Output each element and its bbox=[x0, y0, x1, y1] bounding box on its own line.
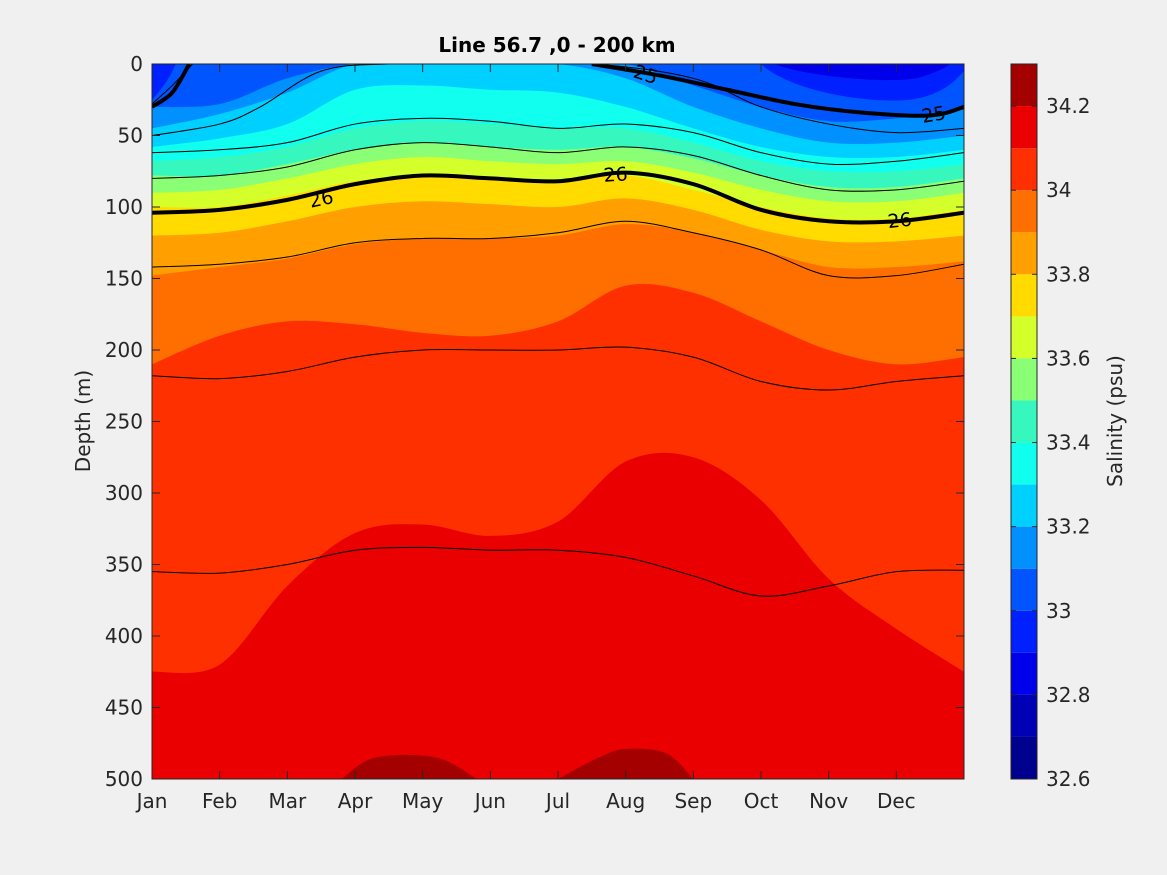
x-tick-label: Jan bbox=[135, 789, 168, 813]
colorbar: 32.6 32.8 33 33.2 33.4 33.6 33.8 34 34.2 bbox=[1010, 63, 1091, 791]
y-tick-label: 500 bbox=[105, 767, 143, 791]
y-tick-label: 250 bbox=[105, 410, 143, 434]
colorbar-level bbox=[1011, 148, 1037, 191]
density-contour-line bbox=[152, 64, 964, 136]
colorbar-level bbox=[1011, 526, 1037, 569]
x-tick-label: Sep bbox=[674, 789, 712, 813]
salinity-band bbox=[152, 64, 964, 122]
x-tick-label: Feb bbox=[202, 789, 237, 813]
x-axis: Jan Feb Mar Apr May Jun Jul Aug Sep Oct Nov Dec bbox=[135, 64, 916, 813]
salinity-band-fresh bbox=[152, 64, 176, 100]
density-contour-line bbox=[152, 117, 964, 166]
y-tick-label: 400 bbox=[105, 624, 143, 648]
colorbar-tick-label: 34.2 bbox=[1046, 94, 1091, 118]
density-contour-line bbox=[152, 546, 964, 597]
colorbar-tick-label: 32.8 bbox=[1046, 683, 1091, 707]
colorbar-tick-label: 33.2 bbox=[1046, 515, 1091, 539]
colorbar-level bbox=[1011, 106, 1037, 149]
colorbar-tick-label: 32.6 bbox=[1046, 767, 1091, 791]
y-axis: 0 50 100 150 200 250 300 350 400 450 500 bbox=[105, 52, 964, 791]
colorbar-level bbox=[1011, 190, 1037, 233]
colorbar-level bbox=[1011, 232, 1037, 275]
colorbar-level bbox=[1011, 736, 1037, 779]
y-tick-label: 350 bbox=[105, 553, 143, 577]
colorbar-label: Salinity (psu) bbox=[1103, 355, 1127, 487]
density-contour-label: 25 bbox=[920, 102, 948, 128]
x-tick-label: Dec bbox=[877, 789, 916, 813]
salinity-band-fresh bbox=[774, 64, 951, 81]
colorbar-level bbox=[1011, 568, 1037, 611]
x-tick-label: May bbox=[402, 789, 444, 813]
x-tick-label: Apr bbox=[338, 789, 373, 813]
colorbar-tick-label: 33.4 bbox=[1046, 431, 1091, 455]
chart-title: Line 56.7 ,0 - 200 km bbox=[438, 33, 675, 57]
y-tick-label: 150 bbox=[105, 267, 143, 291]
density-contour-label: 26 bbox=[603, 163, 629, 187]
colorbar-level bbox=[1011, 694, 1037, 737]
colorbar-level bbox=[1011, 652, 1037, 695]
colorbar-level bbox=[1011, 358, 1037, 401]
colorbar-tick-label: 34 bbox=[1046, 178, 1071, 202]
density-contours bbox=[152, 64, 964, 597]
density-contour-line bbox=[152, 142, 964, 192]
colorbar-level bbox=[1011, 64, 1037, 107]
colorbar-level bbox=[1011, 274, 1037, 317]
x-tick-label: Nov bbox=[809, 789, 848, 813]
y-axis-label: Depth (m) bbox=[71, 370, 95, 472]
colorbar-frame bbox=[1010, 63, 1038, 780]
density-contour-line bbox=[152, 346, 964, 391]
colorbar-level bbox=[1011, 610, 1037, 653]
density-contour-label: 26 bbox=[887, 209, 913, 233]
colorbar-level bbox=[1011, 484, 1037, 527]
y-tick-label: 200 bbox=[105, 338, 143, 362]
y-tick-label: 450 bbox=[105, 696, 143, 720]
salinity-deep-patch bbox=[558, 748, 694, 779]
density-contour-line bbox=[152, 170, 964, 225]
colorbar-tick-label: 33.8 bbox=[1046, 262, 1091, 286]
x-tick-label: Aug bbox=[606, 789, 645, 813]
colorbar-level bbox=[1011, 442, 1037, 485]
colorbar-tick-label: 33 bbox=[1046, 599, 1071, 623]
x-tick-label: Oct bbox=[744, 789, 779, 813]
x-tick-label: Mar bbox=[268, 789, 307, 813]
colorbar-tick-label: 33.6 bbox=[1046, 346, 1091, 370]
y-tick-label: 300 bbox=[105, 481, 143, 505]
density-contour-line bbox=[152, 220, 964, 279]
density-contour-label: 26 bbox=[307, 186, 335, 213]
density-contour-line bbox=[591, 64, 964, 118]
colorbar-level bbox=[1011, 400, 1037, 443]
density-contour-line bbox=[152, 64, 191, 109]
y-tick-label: 50 bbox=[118, 124, 143, 148]
y-tick-label: 0 bbox=[130, 52, 143, 76]
salinity-fills bbox=[152, 64, 964, 779]
x-tick-label: Jul bbox=[544, 789, 570, 813]
x-tick-label: Jun bbox=[473, 789, 506, 813]
salinity-deep-patch bbox=[341, 754, 477, 779]
colorbar-level bbox=[1011, 316, 1037, 359]
y-tick-label: 100 bbox=[105, 195, 143, 219]
